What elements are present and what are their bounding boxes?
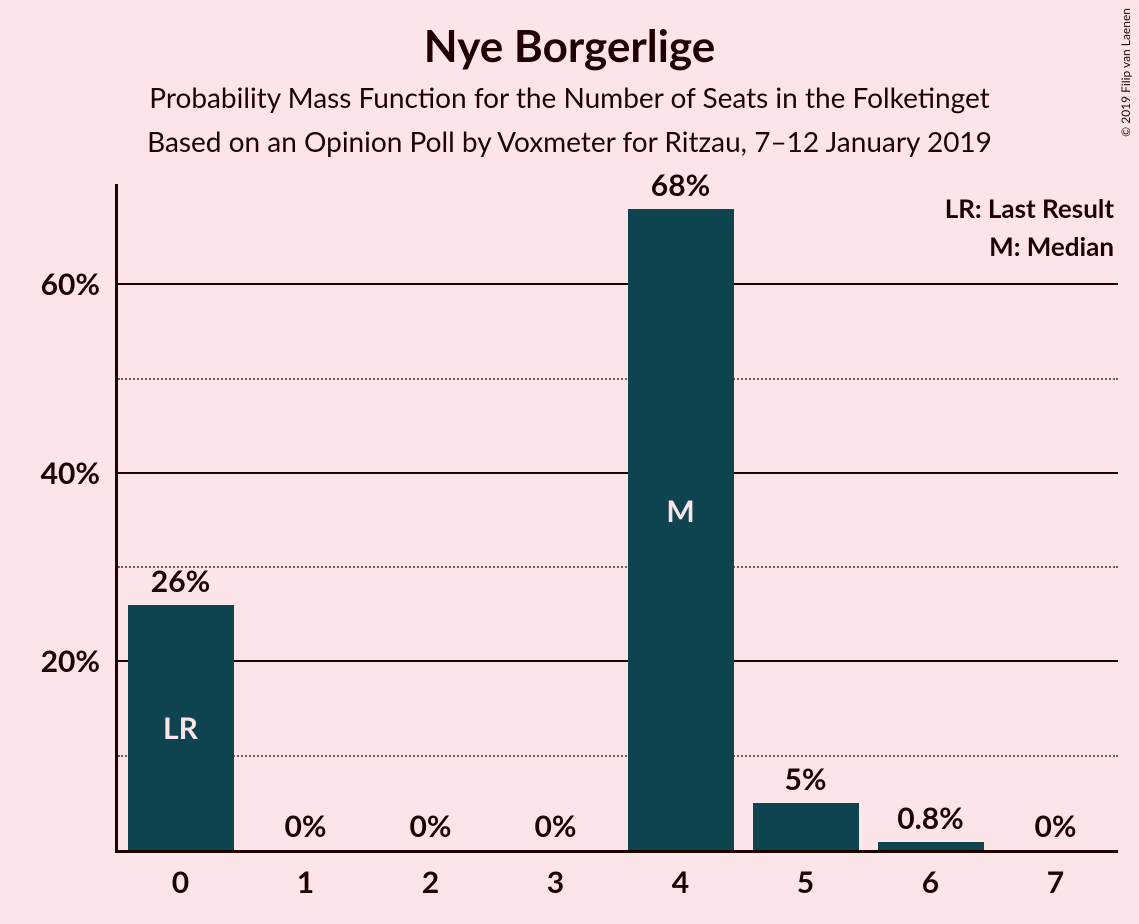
- bar-value-label: 26%: [151, 563, 210, 605]
- x-tick-label: 6: [922, 850, 939, 900]
- legend-median: M: Median: [989, 230, 1114, 262]
- grid-minor: [118, 755, 1118, 757]
- y-tick-label: 20%: [41, 643, 118, 679]
- grid-major: [118, 472, 1118, 474]
- bar: 68%M: [628, 209, 734, 850]
- bar: 0.8%: [878, 842, 984, 850]
- chart-title: Nye Borgerlige: [0, 20, 1139, 72]
- x-tick-label: 3: [547, 850, 564, 900]
- bar-value-label: 0%: [1035, 808, 1077, 850]
- grid-minor: [118, 378, 1118, 380]
- bar-annotation: LR: [163, 710, 198, 746]
- x-tick-label: 0: [172, 850, 189, 900]
- bar-value-label: 5%: [785, 761, 827, 803]
- y-tick-label: 60%: [41, 266, 118, 302]
- bar: 5%: [753, 803, 859, 850]
- x-tick-label: 5: [797, 850, 814, 900]
- bar-value-label: 0%: [410, 808, 452, 850]
- bar-value-label: 0%: [285, 808, 327, 850]
- grid-minor: [118, 566, 1118, 568]
- x-tick-label: 2: [422, 850, 439, 900]
- chart-subtitle-2: Based on an Opinion Poll by Voxmeter for…: [0, 124, 1139, 158]
- grid-major: [118, 660, 1118, 662]
- x-tick-label: 4: [672, 850, 689, 900]
- y-tick-label: 40%: [41, 455, 118, 491]
- bar-value-label: 0%: [535, 808, 577, 850]
- x-tick-label: 7: [1047, 850, 1064, 900]
- copyright-text: © 2019 Filip van Laenen: [1118, 8, 1133, 137]
- bar-value-label: 0.8%: [897, 800, 964, 842]
- bar-annotation: M: [666, 493, 694, 529]
- legend-last-result: LR: Last Result: [945, 192, 1114, 224]
- grid-major: [118, 283, 1118, 285]
- bar: 26%LR: [128, 605, 234, 850]
- bar-value-label: 68%: [651, 167, 710, 209]
- x-axis-line: [115, 850, 1118, 853]
- x-tick-label: 1: [297, 850, 314, 900]
- chart-plot-area: LR: Last Result M: Median 20%40%60%026%L…: [118, 190, 1118, 850]
- chart-subtitle-1: Probability Mass Function for the Number…: [0, 80, 1139, 114]
